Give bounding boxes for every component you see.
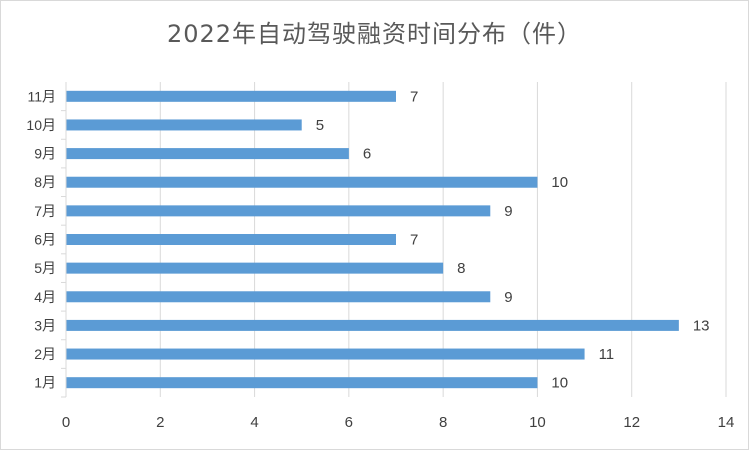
bars [66,90,679,389]
x-tick-label: 10 [529,414,546,431]
bar [66,119,302,131]
data-label: 6 [363,146,371,163]
data-label: 13 [693,317,710,334]
x-axis: 0 2 4 6 8 10 12 14 [62,414,735,431]
y-tick-label: 3月 [34,317,56,333]
data-label: 9 [504,203,512,220]
x-tick-label: 8 [439,414,447,431]
data-labels: 10 11 13 9 8 7 9 10 6 5 7 [316,88,710,391]
data-label: 8 [457,260,465,277]
y-tick-label: 4月 [34,289,56,305]
data-label: 7 [410,232,418,249]
y-tick-label: 11月 [27,88,56,104]
data-label: 5 [316,117,324,134]
data-label: 9 [504,289,512,306]
x-tick-label: 2 [156,414,164,431]
x-tick-label: 6 [345,414,353,431]
y-tick-label: 8月 [34,174,56,190]
x-tick-label: 4 [250,414,258,431]
y-tick-label: 5月 [34,260,56,276]
y-tick-label: 10月 [26,117,56,133]
bar [66,262,444,274]
x-tick-label: 14 [718,414,735,431]
bar [66,176,538,188]
bar [66,205,491,217]
data-label: 10 [551,375,568,392]
bar [66,348,585,360]
data-label: 7 [410,88,418,105]
chart-title: 2022年自动驾驶融资时间分布（件） [166,20,583,48]
data-label: 10 [551,174,568,191]
y-tick-label: 9月 [34,146,56,162]
bar [66,377,538,389]
y-tick-label: 1月 [34,375,56,391]
bar [66,90,396,102]
y-tick-label: 2月 [34,346,56,362]
y-tick-label: 7月 [34,203,56,219]
bar [66,319,679,331]
bar [66,234,396,245]
x-tick-label: 0 [62,414,70,431]
y-tick-label: 6月 [34,232,56,248]
x-tick-label: 12 [623,414,640,431]
bar [66,291,491,303]
y-axis: 1月 2月 3月 4月 5月 6月 7月 8月 9月 10月 11月 [26,82,67,398]
bar [66,148,349,160]
data-label: 11 [599,346,615,363]
